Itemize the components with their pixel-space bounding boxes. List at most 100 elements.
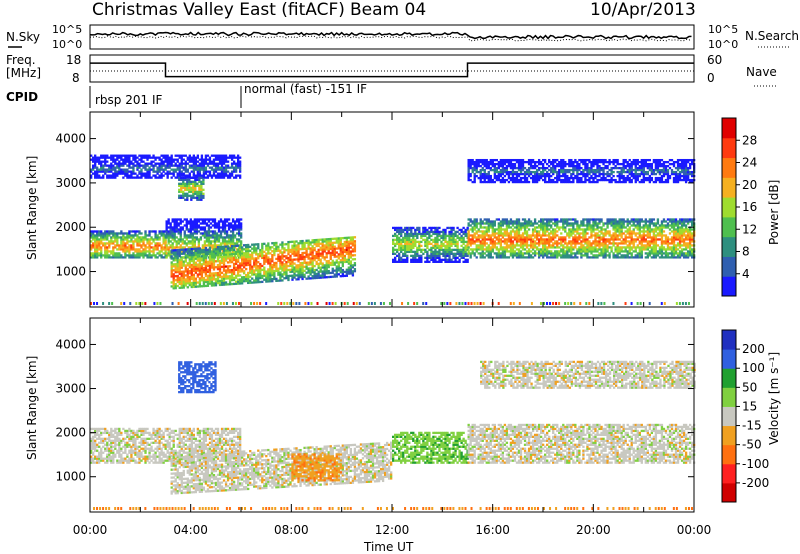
power-cell [132,172,135,175]
power-cell [293,272,296,275]
power-cell [333,261,336,264]
power-cell [541,244,545,247]
power-cell [483,222,486,225]
power-cell [285,270,288,274]
power-cell [349,256,353,259]
power-cell [189,234,192,237]
power-cell [191,238,194,241]
power-cell [497,218,501,221]
power-cell [337,241,340,244]
power-cell [586,224,589,227]
power-cell [92,232,95,235]
power-cell [233,224,237,227]
power-cell [232,272,236,276]
power-cell [112,242,115,245]
power-cell [505,250,509,253]
power-cell [444,260,447,263]
power-cell [394,228,397,232]
power-cell [175,228,178,231]
power-cell [398,254,401,257]
power-cell [198,273,202,276]
power-cell [594,244,597,247]
power-cell [297,246,300,249]
power-cell [253,245,256,248]
power-cell [594,234,597,237]
power-cell [267,252,270,255]
power-cell [479,240,482,243]
power-cell [448,232,451,236]
power-cell [640,230,643,233]
power-cell [400,248,403,252]
power-cell [628,230,631,233]
power-cell [122,160,125,163]
power-cell [291,264,294,267]
power-cell [122,244,125,247]
power-cell [96,244,99,247]
power-cell [452,238,455,242]
power-cell [226,261,230,264]
power-cell [132,242,135,245]
power-cell [186,286,189,289]
power-cell [323,246,326,249]
power-cell [200,255,204,258]
power-cell [236,264,240,267]
power-cell [136,168,139,171]
power-cell [602,254,605,257]
power-cell [233,220,237,223]
power-cell [428,232,431,236]
power-cell [481,242,484,245]
power-cell [337,247,340,250]
power-cell [501,222,505,225]
power-cell [167,254,170,257]
power-cell [682,238,686,241]
power-cell [146,156,149,159]
power-cell [539,226,543,229]
power-cell [428,240,431,244]
power-cell [674,236,678,239]
power-cell [690,250,694,253]
power-cell [452,240,455,244]
power-cell [215,236,219,239]
power-cell [152,240,155,243]
power-cell [211,232,215,235]
power-cell [205,240,209,243]
power-cell [181,238,184,241]
power-cell [305,271,308,274]
power-cell [100,234,103,237]
power-cell [177,232,180,235]
power-cell [521,234,525,237]
power-cell [285,267,288,270]
power-cell [269,280,272,283]
power-cell [546,252,549,255]
power-cell [291,274,294,277]
power-cell [110,174,113,177]
power-cell [412,250,415,254]
power-cell [562,244,565,247]
power-cell [179,232,182,235]
power-cell [120,170,123,173]
power-cell [464,228,467,232]
power-cell [343,236,346,240]
power-cell [148,244,151,247]
power-cell [428,254,431,257]
power-cell [323,266,326,269]
power-cell [590,232,593,235]
power-cell [162,234,165,237]
power-cell [460,248,463,252]
power-cell [568,256,571,259]
power-cell [241,256,244,259]
power-cell [189,232,192,235]
power-cell [392,234,395,238]
power-cell [265,248,268,251]
power-cell [184,250,187,253]
power-cell [548,250,551,253]
power-cell [112,230,115,233]
power-cell [489,254,492,257]
power-cell [624,220,627,223]
power-cell [509,250,513,253]
power-cell [491,240,494,243]
power-cell [460,244,463,248]
power-cell [552,238,555,241]
power-cell [187,228,190,231]
power-cell [499,220,503,223]
